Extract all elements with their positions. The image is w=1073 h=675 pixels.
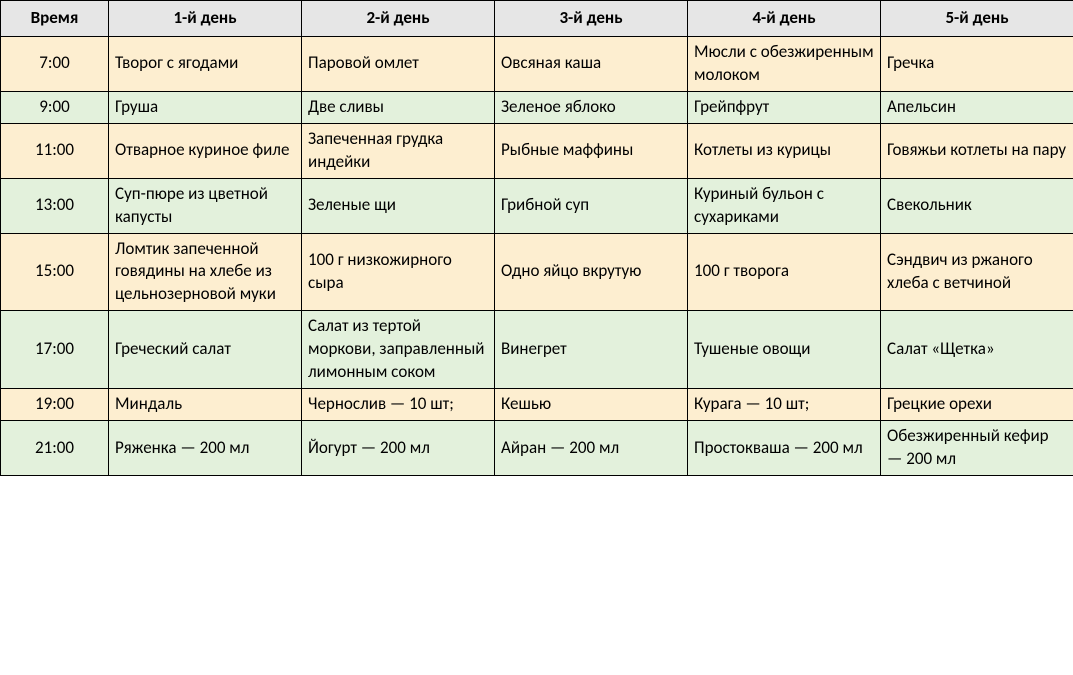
col-header-time: Время	[1, 1, 109, 37]
meal-cell: Гречка	[881, 36, 1073, 91]
time-cell: 13:00	[1, 178, 109, 233]
meal-cell: Одно яйцо вкрутую	[495, 233, 688, 311]
meal-cell: Овсяная каша	[495, 36, 688, 91]
meal-cell: Апельсин	[881, 91, 1073, 123]
table-row: 17:00 Греческий салат Салат из тертой мо…	[1, 311, 1073, 389]
time-cell: 11:00	[1, 123, 109, 178]
meal-cell: Ряженка — 200 мл	[109, 421, 302, 476]
meal-cell: Свекольник	[881, 178, 1073, 233]
meal-cell: Зеленое яблоко	[495, 91, 688, 123]
meal-cell: Мюсли с обезжиренным молоком	[688, 36, 881, 91]
meal-cell: Груша	[109, 91, 302, 123]
meal-cell: Салат «Щетка»	[881, 311, 1073, 389]
meal-cell: Салат из тертой моркови, заправленный ли…	[302, 311, 495, 389]
table-row: 7:00 Творог с ягодами Паровой омлет Овся…	[1, 36, 1073, 91]
meal-cell: Грейпфрут	[688, 91, 881, 123]
meal-cell: Греческий салат	[109, 311, 302, 389]
meal-cell: Запеченная грудка индейки	[302, 123, 495, 178]
meal-cell: Грибной суп	[495, 178, 688, 233]
table-row: 11:00 Отварное куриное филе Запеченная г…	[1, 123, 1073, 178]
meal-cell: Йогурт — 200 мл	[302, 421, 495, 476]
meal-cell: Тушеные овощи	[688, 311, 881, 389]
time-cell: 19:00	[1, 389, 109, 421]
col-header-day5: 5-й день	[881, 1, 1073, 37]
time-cell: 17:00	[1, 311, 109, 389]
meal-cell: Миндаль	[109, 389, 302, 421]
meal-cell: Говяжьи котлеты на пару	[881, 123, 1073, 178]
meal-cell: Сэндвич из ржаного хлеба с ветчиной	[881, 233, 1073, 311]
meal-cell: Творог с ягодами	[109, 36, 302, 91]
time-cell: 21:00	[1, 421, 109, 476]
table-row: 19:00 Миндаль Чернослив — 10 шт; Кешью К…	[1, 389, 1073, 421]
table-row: 15:00 Ломтик запеченной говядины на хлеб…	[1, 233, 1073, 311]
meal-cell: Паровой омлет	[302, 36, 495, 91]
meal-cell: Чернослив — 10 шт;	[302, 389, 495, 421]
col-header-day3: 3-й день	[495, 1, 688, 37]
time-cell: 15:00	[1, 233, 109, 311]
meal-cell: Зеленые щи	[302, 178, 495, 233]
table-header-row: Время 1-й день 2-й день 3-й день 4-й ден…	[1, 1, 1073, 37]
table-row: 21:00 Ряженка — 200 мл Йогурт — 200 мл А…	[1, 421, 1073, 476]
time-cell: 9:00	[1, 91, 109, 123]
table-body: 7:00 Творог с ягодами Паровой омлет Овся…	[1, 36, 1073, 475]
meal-cell: Рыбные маффины	[495, 123, 688, 178]
meal-cell: Ломтик запеченной говядины на хлебе из ц…	[109, 233, 302, 311]
meal-cell: Курага — 10 шт;	[688, 389, 881, 421]
meal-cell: Айран — 200 мл	[495, 421, 688, 476]
time-cell: 7:00	[1, 36, 109, 91]
meal-cell: Куриный бульон с сухариками	[688, 178, 881, 233]
col-header-day2: 2-й день	[302, 1, 495, 37]
table-row: 9:00 Груша Две сливы Зеленое яблоко Грей…	[1, 91, 1073, 123]
meal-cell: 100 г творога	[688, 233, 881, 311]
meal-cell: Две сливы	[302, 91, 495, 123]
meal-plan-table: Время 1-й день 2-й день 3-й день 4-й ден…	[0, 0, 1073, 476]
meal-cell: Простокваша — 200 мл	[688, 421, 881, 476]
col-header-day4: 4-й день	[688, 1, 881, 37]
meal-cell: Кешью	[495, 389, 688, 421]
meal-cell: Грецкие орехи	[881, 389, 1073, 421]
meal-cell: Котлеты из курицы	[688, 123, 881, 178]
meal-cell: Отварное куриное филе	[109, 123, 302, 178]
meal-cell: Суп-пюре из цветной капусты	[109, 178, 302, 233]
meal-cell: 100 г низкожирного сыра	[302, 233, 495, 311]
meal-cell: Обезжиренный кефир — 200 мл	[881, 421, 1073, 476]
col-header-day1: 1-й день	[109, 1, 302, 37]
meal-cell: Винегрет	[495, 311, 688, 389]
table-row: 13:00 Суп-пюре из цветной капусты Зелены…	[1, 178, 1073, 233]
